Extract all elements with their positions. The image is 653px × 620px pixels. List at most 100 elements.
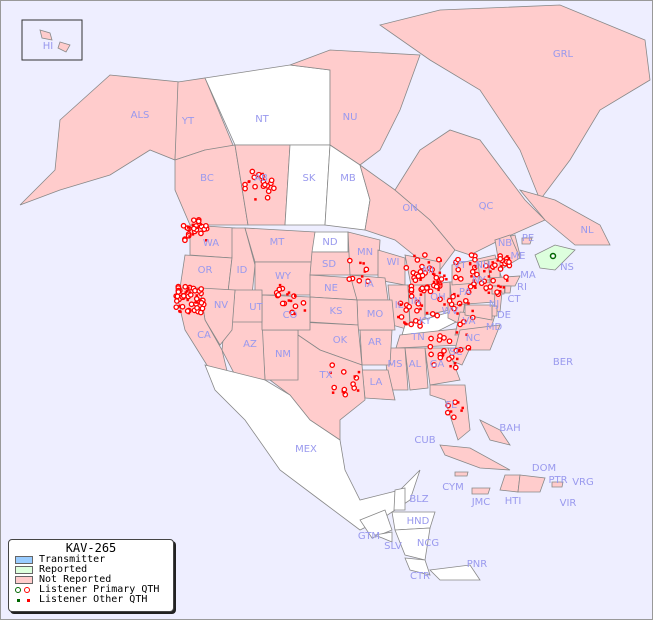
region-label-il: IL	[395, 300, 404, 311]
legend-label: Transmitter	[39, 554, 106, 565]
listener-primary-qth	[182, 237, 188, 244]
listener-primary-qth	[444, 409, 451, 416]
listener-primary-qth	[194, 305, 200, 311]
region-label-oh: OH	[430, 292, 445, 303]
legend-not-reported: Not Reported	[9, 575, 173, 585]
listener-primary-qth	[441, 348, 447, 354]
region-label-qc: QC	[479, 201, 494, 212]
listener-primary-qth	[415, 300, 422, 307]
listener-primary-qth	[276, 286, 283, 293]
listener-primary-qth	[438, 276, 445, 282]
region-label-mn: MN	[357, 247, 373, 258]
region-label-sk: SK	[303, 173, 316, 184]
listener-primary-qth	[452, 274, 459, 281]
region-label-id: ID	[237, 265, 248, 276]
listener-primary-qth	[292, 303, 299, 310]
listener-other-qth	[293, 294, 297, 298]
listener-primary-qth	[433, 283, 440, 290]
region-ptr	[551, 481, 564, 488]
region-label-tn: TN	[410, 332, 425, 343]
region-label-nm: NM	[275, 349, 291, 360]
listener-primary-qth	[450, 293, 456, 300]
region-label-ca: CA	[197, 330, 211, 341]
listener-other-qth	[353, 375, 357, 378]
region-slv	[373, 531, 393, 543]
region-label-dom: DOM	[532, 463, 556, 474]
region-label-ks: KS	[330, 306, 343, 317]
listener-other-qth	[397, 315, 400, 319]
listener-other-qth	[399, 303, 402, 306]
listener-primary-qth	[300, 300, 307, 306]
listener-other-qth	[178, 305, 181, 308]
listener-other-qth	[438, 271, 442, 275]
region-label-ns: NS	[560, 262, 574, 273]
listener-primary-qth	[467, 283, 474, 290]
listener-other-qth	[461, 406, 464, 410]
listener-other-qth	[467, 302, 470, 305]
listener-other-qth	[500, 264, 503, 268]
listener-other-qth	[487, 291, 491, 295]
region-nu	[289, 49, 421, 166]
listener-primary-qth	[356, 277, 363, 284]
listener-primary-qth	[457, 321, 463, 328]
listener-other-qth	[342, 391, 346, 395]
listener-primary-qth	[193, 295, 200, 302]
listener-other-qth	[287, 291, 291, 294]
region-label-cub: CUB	[414, 435, 435, 446]
listener-primary-qth	[437, 296, 443, 303]
listener-primary-qth	[490, 277, 497, 284]
listener-primary-qth	[422, 252, 428, 258]
listener-primary-qth	[329, 362, 336, 369]
listener-primary-qth	[469, 268, 476, 275]
region-label-als: ALS	[131, 110, 150, 121]
listener-other-qth	[196, 226, 199, 229]
region-ky	[401, 311, 461, 336]
region-label-jmc: JMC	[471, 497, 491, 508]
legend-label: Reported	[39, 564, 88, 575]
listener-other-qth	[499, 285, 502, 289]
listener-primary-qth	[363, 266, 370, 273]
region-label-yt: YT	[181, 116, 195, 127]
listener-other-qth	[405, 322, 408, 326]
listener-primary-qth	[429, 266, 435, 273]
listener-primary-qth	[408, 286, 415, 293]
listener-other-qth	[502, 286, 506, 289]
region-label-mo: MO	[367, 309, 384, 320]
listener-primary-qth	[483, 285, 489, 291]
listener-primary-qth	[346, 257, 353, 264]
listener-primary-qth	[261, 181, 268, 188]
region-label-ber: BER	[553, 357, 573, 368]
listener-other-qth	[460, 409, 463, 412]
region-label-ne: NE	[324, 283, 338, 294]
legend-transmitter: Transmitter	[9, 555, 173, 565]
region-label-al: AL	[409, 359, 422, 370]
legend-title: KAV-265	[65, 541, 117, 555]
listener-other-qth	[458, 348, 461, 351]
listener-primary-qth	[414, 257, 421, 263]
listener-other-qth	[248, 180, 251, 183]
region-label-ctr: CTR	[410, 571, 430, 582]
region-label-nh: NH	[476, 260, 491, 271]
listener-primary-qth	[455, 256, 461, 263]
listener-other-qth	[453, 362, 457, 365]
region-label-nc: NC	[466, 333, 480, 344]
listener-primary-qth	[190, 225, 197, 232]
listener-primary-qth	[427, 288, 434, 295]
listener-primary-qth	[492, 262, 498, 269]
listener-primary-qth	[408, 293, 415, 300]
region-pe	[521, 237, 533, 245]
region-label-nd: ND	[322, 237, 337, 248]
listener-primary-qth	[469, 314, 476, 321]
listener-primary-qth	[451, 305, 457, 312]
region-grl	[379, 4, 651, 201]
region-label-mex: MEX	[295, 444, 317, 455]
listener-other-qth	[507, 257, 511, 260]
region-label-mi: MI	[422, 265, 434, 276]
listener-other-qth	[278, 283, 282, 287]
listener-other-qth	[456, 401, 460, 404]
region-label-vrg: VRG	[572, 477, 594, 488]
listener-other-qth	[471, 309, 474, 313]
listener-primary-qth	[503, 274, 509, 281]
listener-primary-qth	[365, 278, 371, 285]
region-mex	[204, 364, 421, 531]
